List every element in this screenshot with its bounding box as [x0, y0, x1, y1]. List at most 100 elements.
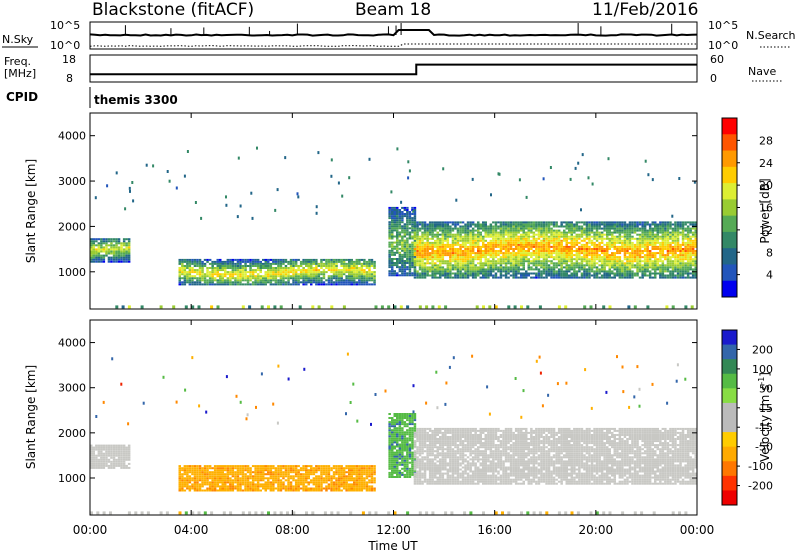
heatmap-cell: [454, 225, 457, 228]
heatmap-cell: [363, 279, 366, 282]
heatmap-cell: [568, 270, 571, 273]
heatmap-cell: [112, 256, 116, 259]
heatmap-cell: [115, 238, 118, 241]
heatmap-cell: [423, 227, 427, 230]
heatmap-cell: [428, 245, 432, 248]
sparse-echo-cell: [407, 176, 410, 180]
heatmap-cell: [337, 275, 341, 278]
heatmap-cell: [229, 471, 232, 474]
heatmap-cell: [689, 221, 692, 224]
heatmap-cell: [588, 260, 591, 263]
heatmap-cell: [241, 473, 245, 476]
heatmap-cell: [90, 242, 93, 245]
heatmap-cell: [512, 239, 515, 242]
heatmap-cell: [514, 227, 518, 230]
heatmap-cell: [545, 266, 548, 269]
heatmap-cell: [254, 483, 257, 486]
heatmap-cell: [388, 258, 391, 260]
heatmap-cell: [396, 241, 399, 244]
heatmap-cell: [289, 269, 293, 272]
heatmap-cell: [418, 264, 422, 267]
heatmap-cell: [122, 256, 126, 259]
heatmap-cell: [606, 270, 609, 273]
heatmap-cell: [532, 252, 536, 255]
heatmap-cell: [603, 276, 606, 279]
heatmap-cell: [413, 272, 417, 275]
heatmap-cell: [585, 243, 589, 246]
heatmap-cell: [229, 267, 232, 269]
heatmap-cell: [178, 275, 181, 278]
heatmap-cell: [489, 250, 493, 252]
heatmap-cell: [449, 262, 452, 265]
heatmap-cell: [418, 272, 422, 275]
heatmap-cell: [388, 206, 391, 209]
heatmap-cell: [469, 241, 472, 244]
heatmap-cell: [391, 237, 394, 240]
heatmap-cell: [398, 211, 402, 213]
heatmap-cell: [226, 277, 230, 280]
heatmap-cell: [669, 264, 672, 267]
heatmap-cell: [183, 465, 187, 468]
heatmap-cell: [676, 239, 680, 242]
heatmap-cell: [411, 219, 414, 222]
heatmap-cell: [100, 446, 103, 449]
heatmap-cell: [224, 475, 227, 478]
heatmap-cell: [231, 273, 235, 276]
heatmap-cell: [408, 227, 412, 230]
heatmap-cell: [406, 223, 409, 226]
heatmap-cell: [482, 223, 485, 226]
heatmap-cell: [471, 250, 475, 252]
heatmap-cell: [459, 225, 462, 228]
heatmap-cell: [198, 273, 202, 276]
heatmap-cell: [325, 267, 328, 269]
heatmap-cell: [482, 241, 485, 244]
heatmap-cell: [274, 471, 278, 474]
heatmap-cell: [631, 258, 634, 261]
heatmap-cell: [482, 243, 485, 246]
heatmap-cell: [436, 260, 439, 263]
heatmap-cell: [542, 252, 546, 255]
heatmap-cell: [464, 243, 467, 246]
heatmap-cell: [393, 227, 396, 230]
heatmap-cell: [502, 256, 505, 259]
heatmap-cell: [100, 238, 103, 241]
heatmap-cell: [484, 262, 487, 265]
heatmap-cell: [638, 241, 642, 244]
heatmap-cell: [226, 467, 230, 470]
heatmap-cell: [244, 481, 247, 484]
heatmap-cell: [527, 274, 530, 277]
heatmap-cell: [557, 268, 561, 271]
heatmap-cell: [691, 254, 695, 257]
heatmap-cell: [340, 283, 343, 286]
heatmap-cell: [428, 254, 432, 257]
heatmap-cell: [178, 267, 181, 269]
heatmap-cell: [585, 225, 589, 228]
heatmap-cell: [606, 262, 609, 265]
heatmap-cell: [269, 279, 273, 282]
heatmap-cell: [193, 269, 197, 272]
heatmap-cell: [403, 270, 407, 273]
heatmap-cell: [646, 252, 649, 255]
heatmap-cell: [178, 469, 181, 472]
heatmap-cell: [350, 265, 353, 267]
heatmap-cell: [661, 254, 665, 257]
heatmap-cell: [90, 252, 93, 255]
heatmap-cell: [499, 229, 503, 232]
heatmap-cell: [120, 252, 123, 255]
heatmap-cell: [105, 464, 108, 467]
heatmap-cell: [411, 266, 414, 269]
heatmap-cell: [423, 237, 427, 240]
heatmap-cell: [241, 465, 245, 468]
heatmap-cell: [555, 233, 558, 236]
heatmap-cell: [421, 223, 424, 226]
heatmap-cell: [284, 258, 288, 261]
heatmap-cell: [557, 258, 561, 261]
heatmap-cell: [388, 231, 391, 234]
heatmap-cell: [90, 446, 93, 449]
heatmap-cell: [540, 276, 543, 279]
heatmap-cell: [464, 252, 467, 255]
heatmap-cell: [388, 235, 391, 238]
heatmap-cell: [97, 452, 101, 455]
heatmap-cell: [391, 243, 394, 246]
heatmap-cell: [193, 469, 197, 472]
